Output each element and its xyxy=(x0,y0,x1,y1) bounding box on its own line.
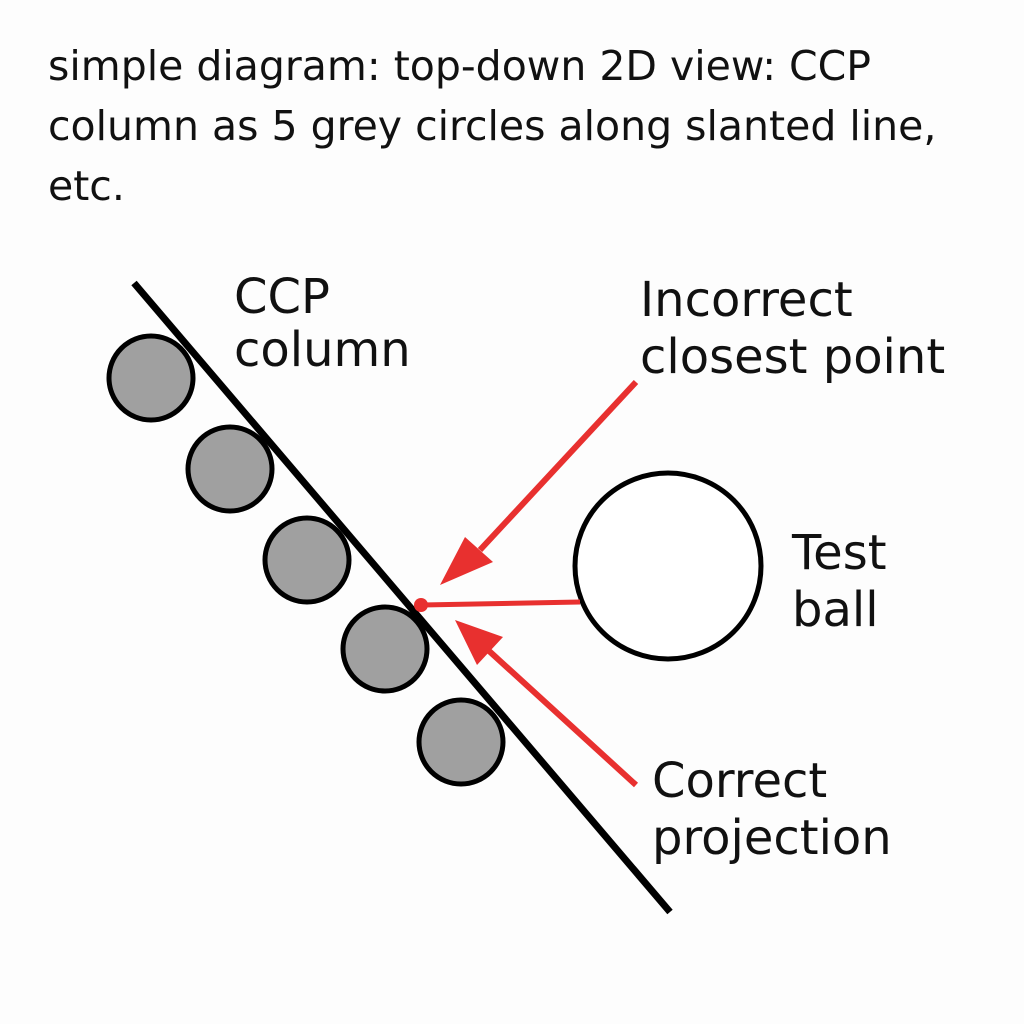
caption-line-3: etc. xyxy=(48,162,125,210)
column-circle xyxy=(262,515,352,605)
column-circle xyxy=(106,333,196,423)
column-circle xyxy=(340,604,430,694)
label-test-ball: Test ball xyxy=(791,525,902,638)
label-correct-projection: Correct projection xyxy=(652,753,892,866)
contact-point xyxy=(414,598,428,612)
caption: simple diagram: top-down 2D view: CCP co… xyxy=(48,36,988,216)
label-incorrect-closest-point: Incorrect closest point xyxy=(640,272,945,385)
ccp-column-line xyxy=(131,280,673,915)
column-circle xyxy=(185,424,275,514)
test-ball-connector xyxy=(421,599,581,608)
incorrect-closest-point-arrow xyxy=(440,379,639,585)
correct-projection-arrow xyxy=(455,620,639,788)
ccp-column-circles xyxy=(106,333,506,787)
column-circle xyxy=(416,697,506,787)
label-ccp-column: CCP column xyxy=(234,269,411,378)
test-ball xyxy=(572,470,764,662)
caption-line-2: column as 5 grey circles along slanted l… xyxy=(48,102,937,150)
caption-line-1: simple diagram: top-down 2D view: CCP xyxy=(48,42,872,90)
